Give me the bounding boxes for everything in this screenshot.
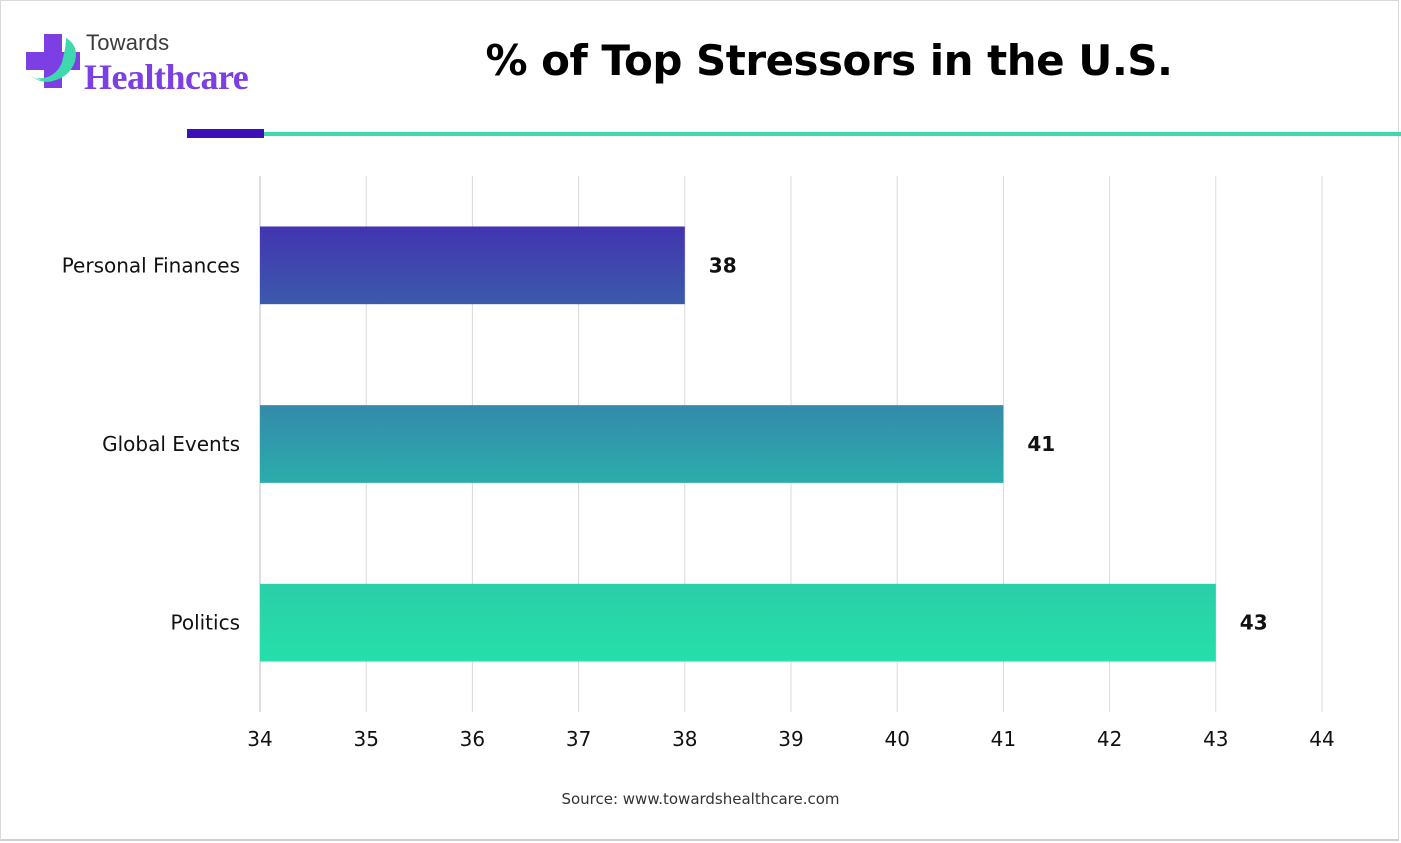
x-tick-label: 36 [460, 727, 485, 751]
x-tick-label: 43 [1203, 727, 1228, 751]
bar-politics [260, 583, 1216, 662]
x-tick-label: 41 [991, 727, 1016, 751]
category-labels: Personal Finances Global Events Politics [62, 253, 240, 634]
x-tick-label: 39 [778, 727, 803, 751]
data-label: 43 [1240, 611, 1268, 635]
x-tick-label: 44 [1309, 727, 1334, 751]
data-label: 41 [1027, 432, 1055, 456]
x-tick-label: 42 [1097, 727, 1122, 751]
header-rule-accent [187, 129, 264, 138]
bars [260, 226, 1216, 662]
cross-leaf-logo-icon [26, 34, 80, 88]
chart-title: % of Top Stressors in the U.S. [485, 36, 1173, 85]
x-tick-label: 40 [884, 727, 909, 751]
bar-global-events [260, 405, 1004, 483]
logo-text-healthcare: Healthcare [84, 57, 249, 97]
x-axis-tick-labels: 34 35 36 37 38 39 40 41 42 43 44 [247, 727, 1334, 751]
category-label: Personal Finances [62, 253, 240, 277]
x-tick-label: 34 [247, 727, 272, 751]
logo-text-towards: Towards [86, 30, 170, 55]
x-tick-label: 38 [672, 727, 697, 751]
value-labels: 38 41 43 [709, 253, 1268, 634]
bar-personal-finances [260, 226, 685, 305]
x-tick-label: 37 [566, 727, 591, 751]
x-tick-label: 35 [353, 727, 378, 751]
brand-logo: Towards Healthcare [26, 30, 266, 100]
category-label: Global Events [102, 432, 240, 456]
source-note: Source: www.towardshealthcare.com [561, 790, 840, 808]
category-label: Politics [170, 611, 240, 635]
header-rule [264, 132, 1401, 136]
data-label: 38 [709, 253, 737, 277]
